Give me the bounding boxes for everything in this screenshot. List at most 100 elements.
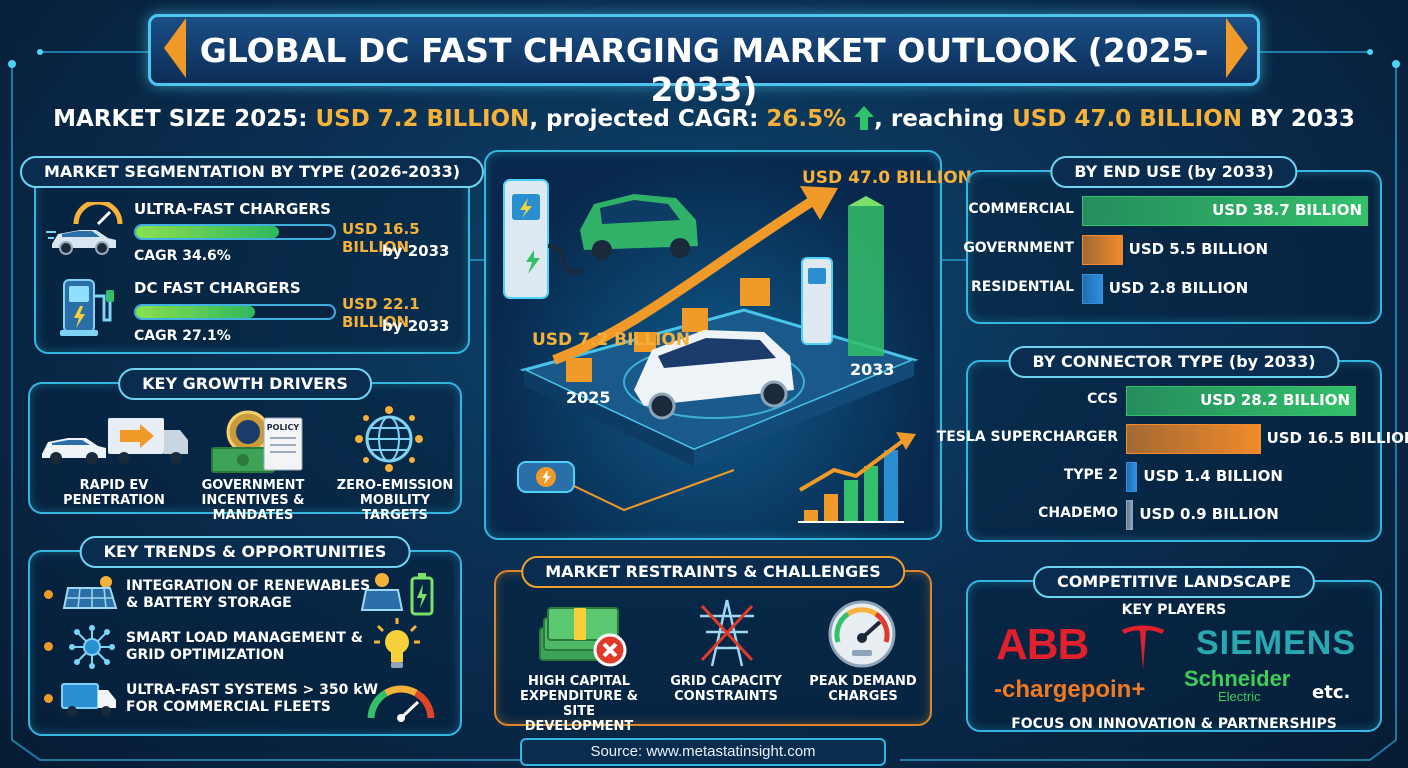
restraints-panel: MARKET RESTRAINTS & CHALLENGES HIGH CAPI… <box>494 556 932 734</box>
gauge-icon <box>828 600 896 668</box>
connector-bar <box>1126 500 1134 530</box>
segment-progress <box>134 224 336 240</box>
cagr-value: 26.5% <box>766 106 847 132</box>
drivers-title: KEY GROWTH DRIVERS <box>118 368 372 400</box>
segment-progress-fill <box>136 226 279 238</box>
policy-money-icon: POLICY <box>211 410 303 473</box>
bullet-dot <box>44 590 53 599</box>
summary-text: , reaching <box>874 106 1013 132</box>
trend-label: SMART LOAD MANAGEMENT & GRID OPTIMIZATION <box>126 630 363 663</box>
hero-start-year: 2025 <box>566 388 611 407</box>
abb-logo: ABB <box>996 620 1089 669</box>
charging-station-icon <box>60 279 114 336</box>
connector-value: USD 1.4 BILLION <box>1143 467 1283 485</box>
title-banner: GLOBAL DC FAST CHARGING MARKET OUTLOOK (… <box>148 14 1260 109</box>
restraint-label: HIGH CAPITAL EXPENDITURE & SITE DEVELOPMEN… <box>520 674 638 734</box>
restraint-label: PEAK DEMAND CHARGES <box>809 674 917 704</box>
segment-name: DC FAST CHARGERS <box>134 279 301 297</box>
connector-bar <box>1126 386 1356 416</box>
money-stack-x-icon <box>539 607 627 667</box>
power-tower-icon <box>700 599 754 667</box>
connector-label: TYPE 2 <box>1063 467 1118 483</box>
policy-doc-label: POLICY <box>267 423 300 432</box>
segmentation-panel: MARKET SEGMENTATION BY TYPE (2026-2033) … <box>19 156 485 354</box>
key-players-label: KEY PLAYERS <box>1121 602 1227 618</box>
driver-label: RAPID EV PENETRATION <box>63 478 165 508</box>
segment-cagr: CAGR 34.6% <box>134 248 231 264</box>
bullet-dot <box>44 642 53 651</box>
segment-value: USD 22.1 BILLION <box>342 295 420 331</box>
connector-title: BY CONNECTOR TYPE (by 2033) <box>1008 346 1340 378</box>
trends-title: KEY TRENDS & OPPORTUNITIES <box>79 536 411 568</box>
end_use-bar <box>1082 274 1103 304</box>
tesla-logo-icon <box>1122 625 1164 670</box>
end_use-label: RESIDENTIAL <box>970 279 1074 295</box>
end_use-label: GOVERNMENT <box>963 240 1074 256</box>
solar-battery-icon <box>360 573 434 616</box>
hero-end-value: USD 47.0 BILLION <box>802 168 972 188</box>
connector-value: USD 16.5 BILLION <box>1266 429 1408 447</box>
connector-label: TESLA SUPERCHARGER <box>936 429 1118 445</box>
restraint-label: GRID CAPACITY CONSTRAINTS <box>670 674 782 704</box>
connector-value: USD 0.9 BILLION <box>1139 505 1279 523</box>
connector-bar <box>1126 462 1138 492</box>
restraints-title: MARKET RESTRAINTS & CHALLENGES <box>521 556 905 588</box>
car-speed-icon <box>46 202 123 255</box>
etc-label: etc. <box>1312 682 1351 703</box>
schneider-logo: Schneider Electric <box>1184 666 1291 705</box>
end_use-value: USD 5.5 BILLION <box>1128 240 1269 258</box>
competitive-title: COMPETITIVE LANDSCAPE <box>1032 566 1316 598</box>
summary-text: BY 2033 <box>1241 106 1355 132</box>
projected-value: USD 47.0 BILLION <box>1012 106 1242 132</box>
trends-panel: KEY TRENDS & OPPORTUNITIES INTEGRATION O… <box>28 536 462 736</box>
right-chevron-icon <box>1226 18 1248 78</box>
hero-end-year: 2033 <box>850 360 895 379</box>
globe-network-icon <box>355 406 423 472</box>
driver-label: GOVERNMENT INCENTIVES & MANDATES <box>201 478 305 523</box>
market-size-value: USD 7.2 BILLION <box>315 106 530 132</box>
source-bar <box>520 738 886 766</box>
drivers-panel: KEY GROWTH DRIVERS RAPID EV PENETRATION P… <box>28 368 462 523</box>
network-hub-icon <box>69 625 115 669</box>
segmentation-title: MARKET SEGMENTATION BY TYPE (2026-2033) <box>19 156 485 188</box>
lightbulb-icon <box>374 618 420 668</box>
segment-progress <box>134 304 336 320</box>
connector-value: USD 28.2 BILLION <box>1200 391 1350 409</box>
source-text: Source: www.metastatinsight.com <box>590 743 816 760</box>
connector-label: CCS <box>1087 391 1118 407</box>
segment-progress-fill <box>136 306 255 318</box>
connector-label: CHADEMO <box>1038 505 1118 521</box>
end_use-value: USD 2.8 BILLION <box>1108 279 1249 297</box>
bullet-dot <box>44 694 53 703</box>
segment-name: ULTRA-FAST CHARGERS <box>134 200 331 218</box>
end-use-title: BY END USE (by 2033) <box>1050 156 1298 188</box>
siemens-logo: SIEMENS <box>1196 624 1357 662</box>
hero-start-value: USD 7.2 BILLION <box>532 330 691 350</box>
focus-label: FOCUS ON INNOVATION & PARTNERSHIPS <box>1011 716 1337 732</box>
segment-year: by 2033 <box>382 242 450 260</box>
driver-label: ZERO-EMISSION MOBILITY TARGETS <box>336 478 454 523</box>
market-summary: MARKET SIZE 2025: USD 7.2 BILLION, proje… <box>0 106 1408 132</box>
segment-cagr: CAGR 27.1% <box>134 328 231 344</box>
end_use-value: USD 38.7 BILLION <box>1212 201 1362 219</box>
left-chevron-icon <box>164 18 186 78</box>
solar-panel-icon <box>62 576 118 609</box>
summary-text: MARKET SIZE 2025: <box>53 106 316 132</box>
car-truck-icon <box>42 418 188 464</box>
connector-bar <box>1126 424 1261 454</box>
trend-label: ULTRA-FAST SYSTEMS > 350 kW FOR COMMERCIA… <box>126 682 379 715</box>
summary-text: , projected CAGR: <box>529 106 767 132</box>
competitive-panel: COMPETITIVE LANDSCAPE KEY PLAYERS ABB SI… <box>966 566 1382 732</box>
hero-illustration <box>503 179 919 523</box>
page-title: GLOBAL DC FAST CHARGING MARKET OUTLOOK (… <box>199 31 1209 109</box>
end_use-bar <box>1082 235 1123 265</box>
end_use-label: COMMERCIAL <box>968 201 1074 217</box>
end_use-bar <box>1082 196 1368 226</box>
segment-value: USD 16.5 BILLION <box>342 220 420 256</box>
end-use-panel: BY END USE (by 2033) <box>966 156 1382 324</box>
up-arrow-icon <box>854 106 875 130</box>
truck-icon <box>61 683 116 716</box>
speed-gauge-icon <box>367 685 435 722</box>
segment-year: by 2033 <box>382 317 450 335</box>
